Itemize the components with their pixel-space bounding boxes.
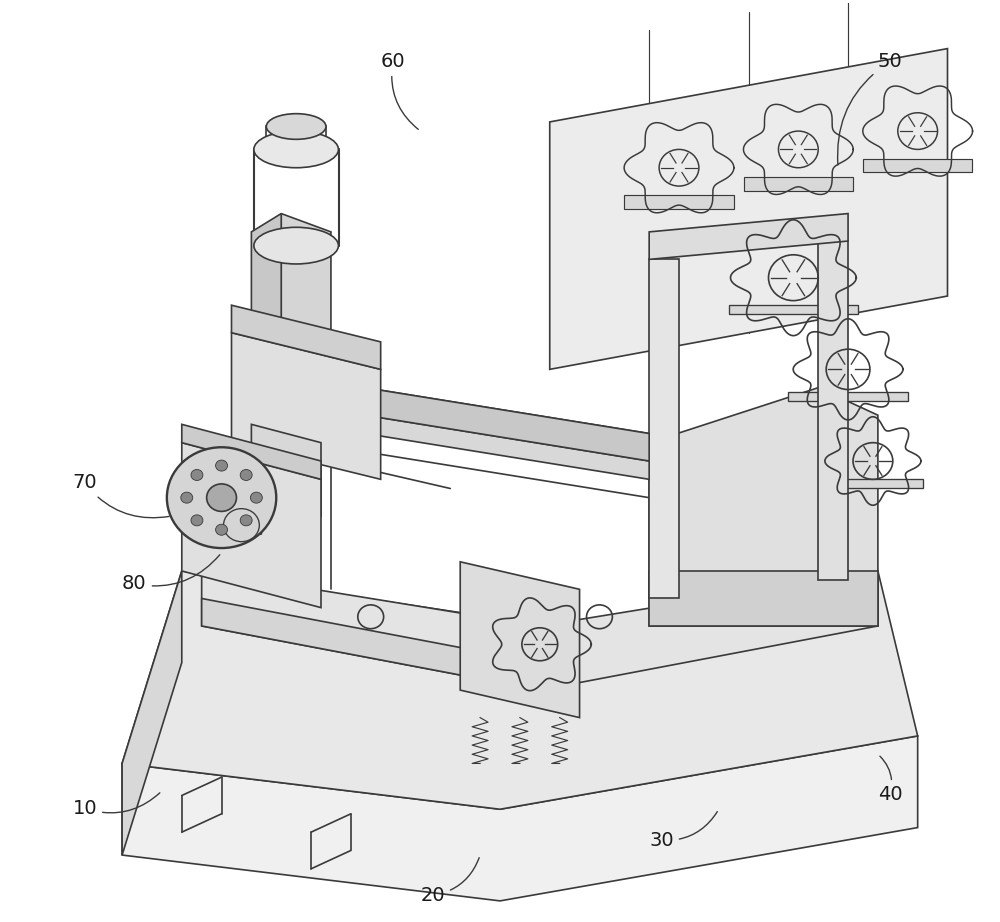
Circle shape: [167, 447, 276, 548]
Text: 70: 70: [72, 474, 169, 518]
Polygon shape: [202, 452, 261, 535]
Polygon shape: [281, 214, 331, 433]
Text: 20: 20: [420, 857, 479, 904]
Polygon shape: [251, 370, 649, 461]
Polygon shape: [202, 571, 878, 690]
Polygon shape: [202, 598, 540, 690]
Circle shape: [240, 469, 252, 480]
Polygon shape: [649, 259, 679, 598]
Polygon shape: [550, 49, 948, 370]
Circle shape: [191, 469, 203, 480]
Text: 40: 40: [878, 756, 903, 804]
Circle shape: [181, 492, 193, 503]
Polygon shape: [182, 443, 321, 608]
Polygon shape: [251, 214, 281, 433]
Polygon shape: [251, 396, 649, 479]
Polygon shape: [649, 571, 878, 626]
Ellipse shape: [254, 228, 338, 264]
Polygon shape: [460, 561, 580, 717]
Ellipse shape: [254, 131, 338, 168]
Polygon shape: [818, 241, 848, 580]
Polygon shape: [251, 424, 321, 516]
Polygon shape: [122, 736, 918, 901]
Circle shape: [250, 492, 262, 503]
Circle shape: [216, 525, 228, 536]
Circle shape: [191, 514, 203, 526]
Polygon shape: [232, 333, 381, 479]
Text: 60: 60: [381, 52, 418, 129]
Polygon shape: [729, 305, 858, 314]
Polygon shape: [744, 177, 853, 191]
Polygon shape: [182, 424, 321, 479]
Text: 80: 80: [122, 555, 220, 593]
Polygon shape: [232, 305, 381, 370]
Polygon shape: [823, 479, 923, 489]
Polygon shape: [122, 571, 918, 810]
Polygon shape: [649, 214, 848, 259]
Text: 50: 50: [838, 52, 903, 165]
Polygon shape: [649, 387, 878, 626]
Ellipse shape: [266, 113, 326, 139]
Circle shape: [216, 460, 228, 471]
Circle shape: [207, 484, 236, 512]
Text: 30: 30: [649, 811, 717, 850]
Polygon shape: [788, 392, 908, 401]
Polygon shape: [863, 159, 972, 172]
Text: 10: 10: [72, 793, 160, 818]
Polygon shape: [122, 571, 182, 855]
Circle shape: [240, 514, 252, 526]
Polygon shape: [624, 195, 734, 209]
